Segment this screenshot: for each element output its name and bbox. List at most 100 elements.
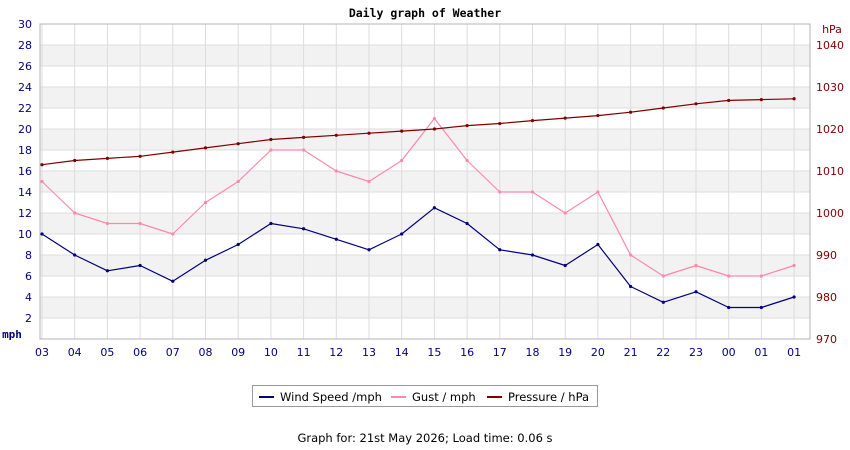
data-point: [498, 121, 502, 126]
left-tick-label: 20: [18, 123, 32, 136]
data-point: [400, 129, 404, 133]
x-tick-label: 05: [100, 346, 114, 359]
plot-band: [40, 87, 810, 108]
data-point: [236, 242, 240, 247]
right-tick-label: 1040: [816, 39, 844, 52]
right-tick-label: 1000: [816, 207, 844, 220]
data-point: [40, 163, 44, 167]
x-tick-label: 11: [297, 346, 311, 359]
data-point: [530, 190, 535, 194]
data-point: [792, 295, 796, 299]
data-point: [105, 221, 109, 226]
x-tick-label: 13: [362, 346, 376, 359]
series-line: [41, 98, 795, 166]
data-point: [792, 97, 796, 101]
data-point: [138, 263, 142, 268]
data-point: [302, 135, 306, 139]
data-point: [367, 179, 371, 184]
data-point: [596, 190, 600, 194]
left-tick-label: 6: [25, 270, 32, 283]
left-tick-label: 16: [18, 165, 32, 178]
x-tick-label: 06: [133, 346, 147, 359]
data-point: [269, 137, 273, 142]
left-tick-label: 24: [18, 81, 32, 94]
data-point: [465, 221, 469, 226]
plot-band: [40, 45, 810, 66]
legend-item-gust: Gust / mph: [391, 390, 476, 404]
series-wind-speed-mph: [40, 206, 796, 310]
data-point: [432, 206, 436, 210]
left-axis-unit: mph: [2, 328, 22, 341]
data-point: [203, 258, 208, 262]
data-point: [269, 221, 273, 226]
x-tick-label: 15: [427, 346, 441, 359]
data-point: [694, 290, 698, 294]
plot-band: [40, 255, 810, 276]
left-tick-label: 26: [18, 60, 32, 73]
series-line: [41, 117, 795, 277]
plot-band: [40, 129, 810, 150]
legend-swatch-gust: [391, 396, 406, 398]
x-tick-label: 20: [591, 346, 605, 359]
data-point: [596, 242, 600, 247]
data-point: [629, 253, 633, 257]
data-point: [432, 127, 436, 131]
plot-frame: [39, 23, 811, 340]
data-point: [105, 156, 109, 160]
right-tick-label: 1010: [816, 165, 844, 178]
legend-item-wind: Wind Speed /mph: [259, 390, 382, 404]
data-point: [629, 284, 633, 289]
data-point: [759, 98, 764, 102]
legend-label-gust: Gust / mph: [412, 390, 476, 404]
data-point: [727, 305, 731, 310]
chart-title: Daily graph of Weather: [349, 6, 501, 20]
left-tick-label: 22: [18, 102, 32, 115]
left-tick-label: 4: [25, 291, 32, 304]
left-tick-label: 2: [25, 312, 32, 325]
series-gust-mph: [40, 116, 796, 278]
data-point: [727, 98, 731, 103]
data-point: [465, 124, 469, 128]
x-tick-label: 08: [199, 346, 213, 359]
plot-band: [40, 171, 810, 192]
data-point: [302, 148, 306, 152]
data-point: [400, 158, 404, 163]
data-point: [661, 106, 665, 110]
legend-swatch-pressure: [487, 396, 502, 398]
x-tick-label: 16: [460, 346, 474, 359]
legend-item-pressure: Pressure / hPa: [487, 390, 589, 404]
data-point: [73, 211, 77, 215]
data-point: [498, 190, 502, 194]
horizontal-gridlines: [40, 23, 810, 319]
data-point: [73, 253, 77, 257]
x-tick-label: 04: [68, 346, 82, 359]
x-tick-label: 01: [787, 346, 801, 359]
right-tick-label: 980: [816, 291, 837, 304]
x-tick-label: 14: [395, 346, 409, 359]
plot-bands: [40, 45, 810, 318]
x-tick-label: 07: [166, 346, 180, 359]
right-tick-label: 1020: [816, 123, 844, 136]
data-point: [302, 227, 306, 231]
data-point: [727, 274, 731, 278]
legend-label-wind: Wind Speed /mph: [280, 390, 382, 404]
data-point: [171, 150, 175, 154]
legend: Wind Speed /mph Gust / mph Pressure / hP…: [252, 385, 598, 407]
data-point: [629, 110, 633, 114]
data-point: [759, 305, 764, 310]
data-point: [563, 116, 567, 120]
x-tick-label: 17: [493, 346, 507, 359]
data-point: [563, 211, 567, 215]
data-point: [367, 131, 371, 135]
left-tick-label: 8: [25, 249, 32, 262]
right-tick-label: 990: [816, 249, 837, 262]
data-point: [530, 119, 535, 123]
x-tick-label: 19: [558, 346, 572, 359]
right-axis-unit: hPa: [822, 23, 842, 36]
x-tick-label: 23: [689, 346, 703, 359]
data-point: [759, 274, 764, 278]
x-tick-label: 22: [656, 346, 670, 359]
x-tick-label: 03: [35, 346, 49, 359]
right-axis-ticks: 970 980 990 1000 1010 1020 1030 1040: [816, 39, 844, 346]
